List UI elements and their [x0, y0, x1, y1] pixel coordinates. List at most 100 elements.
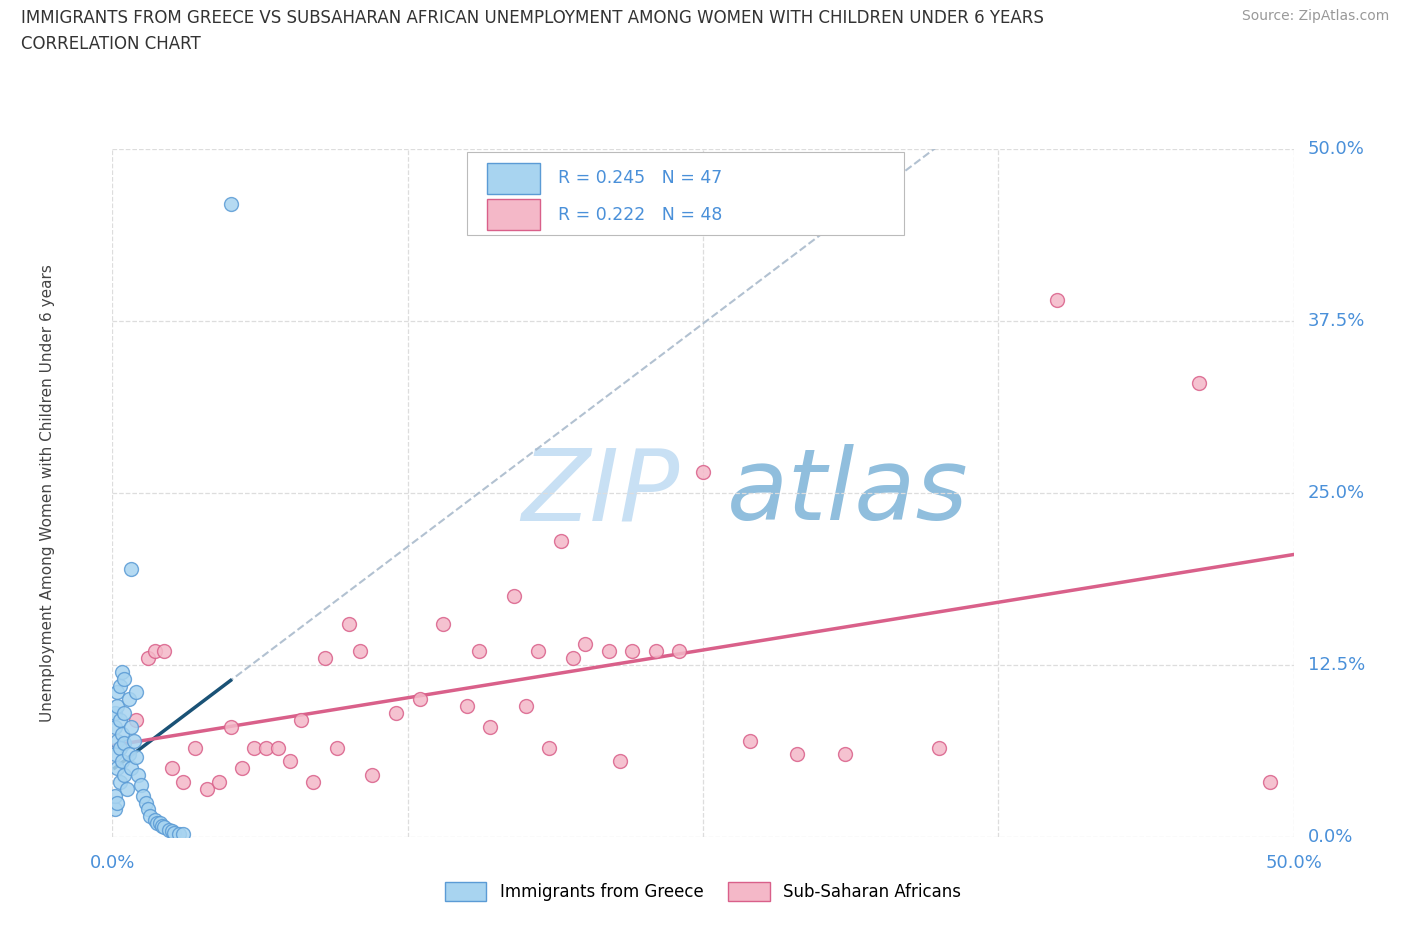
Point [515, 698, 537, 713]
Point [105, 795, 128, 810]
Point [167, 827, 190, 842]
Point [104, 706, 127, 721]
Point [108, 712, 131, 727]
Point [118, 747, 141, 762]
Point [208, 775, 231, 790]
Text: 37.5%: 37.5% [1308, 312, 1365, 330]
Point [112, 706, 135, 721]
Point [668, 644, 690, 658]
Point [111, 754, 134, 769]
Point [503, 589, 526, 604]
Point [118, 692, 141, 707]
Point [219, 720, 242, 735]
Point [125, 712, 148, 727]
Point [254, 740, 277, 755]
Point [172, 775, 194, 790]
Point [562, 651, 585, 666]
Point [195, 781, 218, 796]
Point [231, 761, 253, 776]
Point [150, 818, 173, 833]
Text: R = 0.245   N = 47: R = 0.245 N = 47 [558, 169, 723, 187]
Point [149, 816, 172, 830]
Text: ZIP: ZIP [522, 445, 679, 541]
Point [105, 685, 128, 700]
Point [115, 781, 138, 796]
Point [538, 740, 561, 755]
Point [163, 826, 186, 841]
Point [136, 651, 159, 666]
Legend: Immigrants from Greece, Sub-Saharan Africans: Immigrants from Greece, Sub-Saharan Afri… [437, 875, 969, 908]
Point [146, 816, 169, 830]
Point [143, 644, 166, 658]
Point [290, 712, 312, 727]
Text: Source: ZipAtlas.com: Source: ZipAtlas.com [1241, 9, 1389, 23]
Point [132, 789, 155, 804]
Text: R = 0.222   N = 48: R = 0.222 N = 48 [558, 206, 723, 224]
Point [135, 795, 157, 810]
Point [786, 747, 808, 762]
Text: Unemployment Among Women with Children Under 6 years: Unemployment Among Women with Children U… [39, 264, 55, 722]
Point [125, 750, 148, 764]
Point [278, 754, 301, 769]
Point [326, 740, 349, 755]
Point [243, 740, 266, 755]
Point [432, 617, 454, 631]
Point [1258, 775, 1281, 790]
Point [621, 644, 644, 658]
Point [172, 827, 194, 842]
Point [609, 754, 631, 769]
Point [112, 671, 135, 686]
Point [136, 802, 159, 817]
Point [479, 720, 502, 735]
Point [361, 767, 384, 782]
Point [122, 733, 145, 748]
Bar [486, 199, 540, 231]
Point [740, 733, 762, 748]
Point [108, 775, 131, 790]
Point [467, 644, 489, 658]
Text: 12.5%: 12.5% [1308, 656, 1365, 674]
Text: atlas: atlas [727, 445, 969, 541]
Point [160, 824, 183, 839]
Point [267, 740, 290, 755]
Point [112, 736, 135, 751]
Point [692, 465, 714, 480]
Text: 50.0%: 50.0% [1308, 140, 1365, 158]
Point [139, 809, 162, 824]
Point [834, 747, 856, 762]
Point [1046, 293, 1069, 308]
Text: CORRELATION CHART: CORRELATION CHART [21, 35, 201, 53]
Point [550, 534, 572, 549]
Point [104, 747, 127, 762]
Point [111, 726, 134, 741]
Bar [486, 163, 540, 193]
Point [184, 740, 207, 755]
Point [105, 698, 128, 713]
Point [219, 196, 242, 211]
Point [143, 813, 166, 828]
Point [408, 692, 430, 707]
Point [105, 761, 128, 776]
Text: 50.0%: 50.0% [1265, 854, 1322, 872]
Text: 0.0%: 0.0% [90, 854, 135, 872]
Point [120, 761, 142, 776]
Point [104, 802, 127, 817]
Point [1188, 376, 1211, 391]
Point [111, 664, 134, 679]
Point [129, 777, 152, 792]
Text: IMMIGRANTS FROM GREECE VS SUBSAHARAN AFRICAN UNEMPLOYMENT AMONG WOMEN WITH CHILD: IMMIGRANTS FROM GREECE VS SUBSAHARAN AFR… [21, 9, 1045, 27]
Point [120, 561, 142, 576]
Point [644, 644, 666, 658]
Point [349, 644, 371, 658]
Point [125, 685, 148, 700]
Point [314, 651, 336, 666]
Point [153, 820, 176, 835]
Point [928, 740, 950, 755]
Point [153, 644, 176, 658]
Point [598, 644, 620, 658]
Point [157, 823, 180, 838]
Text: 0.0%: 0.0% [1308, 828, 1353, 846]
Point [574, 637, 596, 652]
Point [302, 775, 325, 790]
Point [120, 720, 142, 735]
